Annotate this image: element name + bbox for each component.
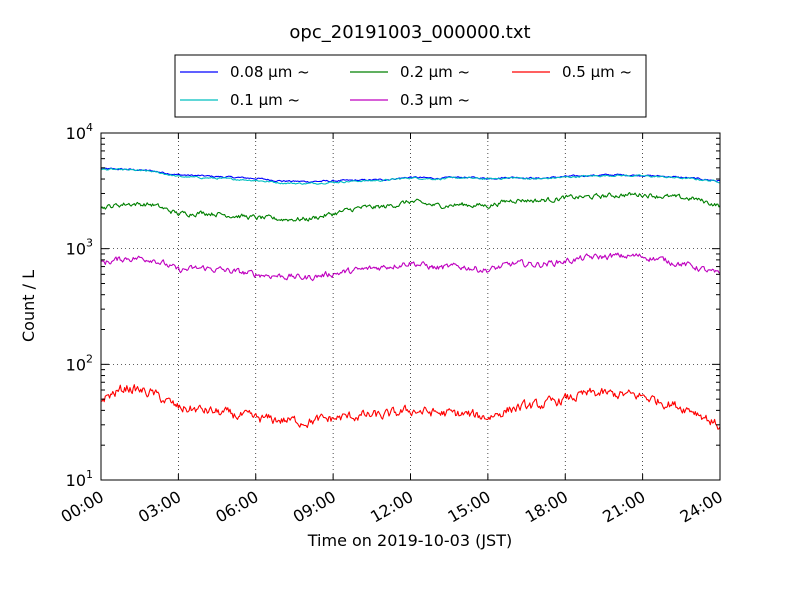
y-tick-label: 104 [66,121,93,143]
legend-label: 0.3 μm ~ [400,91,470,109]
ticks [100,132,721,481]
y-tick-labels: 101 102 103 104 [66,121,93,490]
series-line [100,167,721,185]
legend-label: 0.1 μm ~ [230,91,300,109]
legend-label: 0.5 μm ~ [562,63,632,81]
chart-title: opc_20191003_000000.txt [289,22,530,43]
series-line [100,167,721,183]
series-line [100,192,721,222]
legend-label: 0.2 μm ~ [400,63,470,81]
legend: 0.08 μm ~ 0.1 μm ~ 0.2 μm ~ 0.3 μm ~ 0.5 μm … [174,54,647,118]
series-layer [100,167,721,430]
legend-label: 0.08 μm ~ [230,63,310,81]
y-tick-label: 102 [66,352,93,374]
y-axis-label: Count / L [19,270,38,342]
series-line [100,384,721,430]
x-axis-label: Time on 2019-10-03 (JST) [307,531,512,550]
series-line [100,252,721,282]
legend-box [174,54,647,118]
y-tick-label: 101 [66,468,93,490]
y-tick-label: 103 [66,237,93,259]
